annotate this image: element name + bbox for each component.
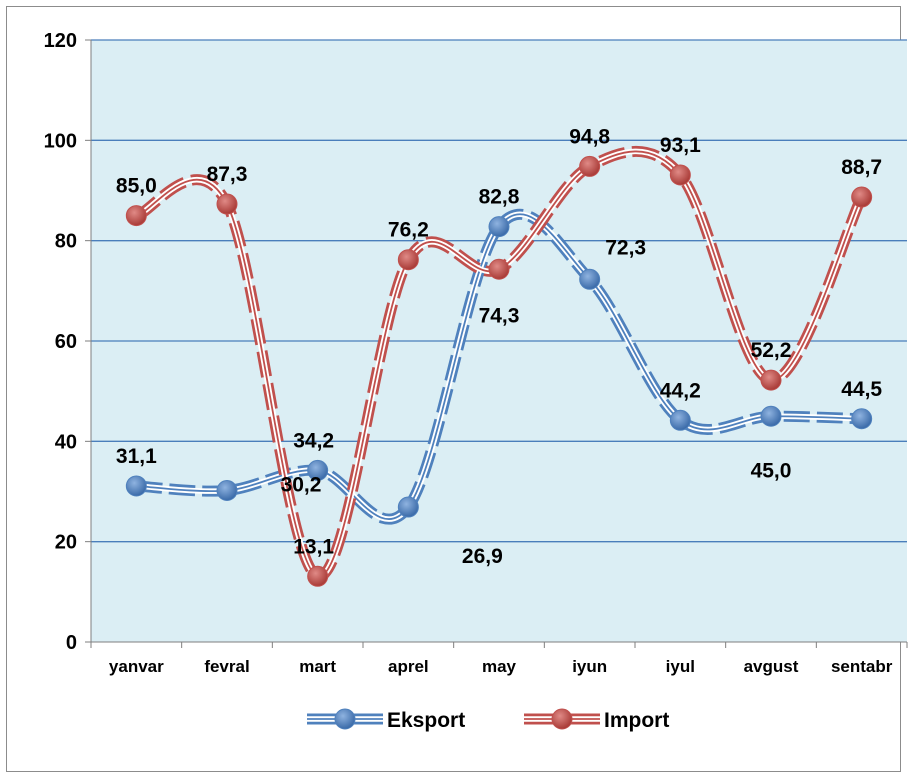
import-data-label: 93,1: [660, 134, 701, 157]
import-data-label: 85,0: [116, 175, 157, 198]
x-tick-label: iyun: [572, 657, 607, 676]
import-point: [760, 369, 782, 391]
eksport-data-label: 45,0: [751, 459, 792, 482]
import-data-label: 88,7: [841, 156, 882, 179]
x-tick-label: fevral: [204, 657, 249, 676]
eksport-data-label: 82,8: [479, 186, 520, 209]
eksport-data-label: 31,1: [116, 445, 157, 468]
import-point: [579, 155, 601, 177]
import-data-label: 94,8: [569, 125, 610, 148]
import-data-label: 76,2: [388, 219, 429, 242]
import-point: [216, 193, 238, 215]
eksport-data-label: 34,2: [293, 429, 334, 452]
import-data-label: 74,3: [479, 304, 520, 327]
eksport-point: [851, 408, 873, 430]
eksport-data-label: 72,3: [605, 236, 646, 259]
x-tick-label: mart: [299, 657, 336, 676]
x-tick-label: iyul: [666, 657, 695, 676]
import-point: [488, 258, 510, 280]
x-tick-label: may: [482, 657, 517, 676]
y-tick-label: 80: [55, 231, 77, 253]
eksport-data-label: 26,9: [462, 545, 503, 568]
eksport-point: [669, 409, 691, 431]
x-tick-label: avgust: [744, 657, 799, 676]
y-tick-label: 100: [44, 130, 77, 152]
eksport-legend-label: Eksport: [387, 709, 465, 732]
import-legend-marker: [551, 708, 573, 730]
eksport-point: [216, 479, 238, 501]
eksport-point: [488, 216, 510, 238]
y-tick-label: 40: [55, 431, 77, 453]
x-tick-label: yanvar: [109, 657, 164, 676]
axes: 0 20 40 60 80 100 120 yanvar fevral mart aprel may i…: [44, 30, 908, 676]
import-point: [307, 565, 329, 587]
y-tick-label: 0: [66, 632, 77, 654]
import-point: [669, 164, 691, 186]
gridlines: [91, 39, 907, 543]
import-data-label: 87,3: [207, 163, 248, 186]
import-line-core: [136, 150, 863, 578]
eksport-point: [760, 405, 782, 427]
import-data-label: 52,2: [751, 339, 792, 362]
series-markers: [125, 155, 873, 587]
import-legend-label: Import: [604, 709, 669, 732]
import-point: [851, 186, 873, 208]
import-data-label: 13,1: [293, 535, 334, 558]
eksport-data-label: 44,2: [660, 379, 701, 402]
y-tick-label: 20: [55, 532, 77, 554]
legend: Eksport Import: [307, 708, 669, 732]
y-tick-label: 60: [55, 331, 77, 353]
eksport-data-label: 44,5: [841, 378, 882, 401]
eksport-point: [125, 475, 147, 497]
eksport-point: [397, 496, 419, 518]
data-labels: 31,1 30,2 34,2 26,9 82,8 72,3 44,2 45,0 44,5 85,0…: [116, 125, 883, 568]
eksport-point: [579, 268, 601, 290]
x-tick-label: sentabr: [831, 657, 893, 676]
eksport-data-label: 30,2: [281, 473, 322, 496]
y-tick-label: 120: [44, 30, 77, 52]
eksport-legend-marker: [334, 708, 356, 730]
import-point: [397, 249, 419, 271]
import-point: [125, 205, 147, 227]
x-tick-label: aprel: [388, 657, 429, 676]
eksport-point: [307, 459, 329, 481]
